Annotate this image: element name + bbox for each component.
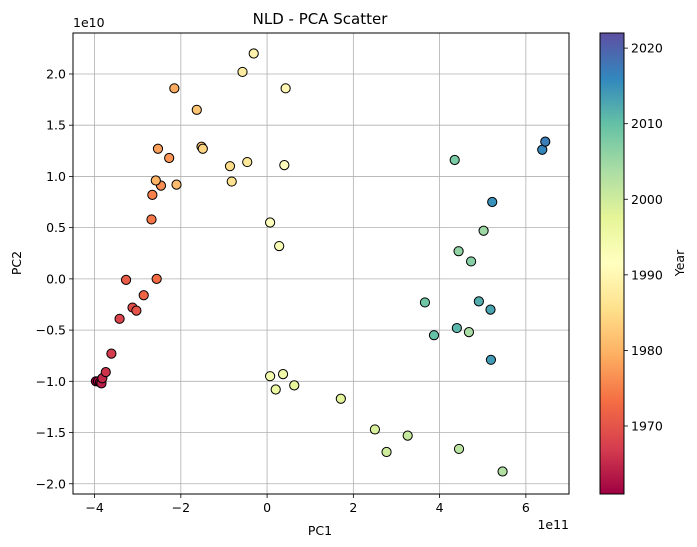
colorbar-tick-label: 1990: [631, 267, 663, 282]
colorbar-tick-label: 1970: [631, 418, 663, 433]
scatter-point: [237, 66, 248, 78]
scatter-point: [428, 330, 440, 341]
scatter-point: [485, 354, 497, 365]
scatter-point: [197, 143, 208, 154]
scatter-point: [147, 189, 158, 200]
scatter-point: [369, 424, 381, 435]
scatter-point: [485, 304, 496, 315]
scatter-point: [280, 83, 291, 94]
y-tick-label: 1.5: [46, 118, 66, 133]
scatter-point: [114, 313, 125, 324]
scatter-point: [497, 466, 508, 477]
y-tick-label: −0.5: [36, 323, 66, 338]
scatter-point: [152, 143, 164, 154]
scatter-point: [226, 176, 237, 187]
scatter-point: [171, 179, 182, 190]
scatter-point: [270, 384, 281, 395]
scatter-point: [191, 104, 202, 115]
plot-area-frame: [72, 32, 570, 495]
x-tick-label: 2: [349, 500, 357, 515]
y-axis-label: PC2: [9, 251, 24, 275]
colorbar-tick-label: 2010: [631, 116, 663, 131]
x-tick-label: −2: [172, 500, 190, 515]
scatter-point: [465, 256, 477, 267]
scatter-point: [335, 393, 346, 404]
scatter-point: [274, 240, 285, 252]
x-offset-label: 1e11: [537, 517, 569, 532]
y-tick-label: −1.0: [36, 374, 66, 389]
scatter-point: [138, 290, 149, 301]
scatter-point: [463, 327, 475, 338]
scatter-point: [151, 273, 162, 284]
x-axis-label: PC1: [308, 523, 332, 538]
scatter-point: [131, 305, 142, 316]
scatter-points: [90, 48, 551, 477]
chart-title: NLD - PCA Scatter: [253, 10, 389, 28]
colorbar: [599, 32, 625, 495]
colorbar-tick-label: 2020: [631, 41, 663, 56]
scatter-point: [381, 446, 392, 458]
y-offset-label: 1e10: [73, 15, 105, 30]
scatter-point: [242, 156, 253, 168]
y-tick-label: −1.5: [36, 425, 66, 440]
y-tick-label: 1.0: [46, 169, 66, 184]
scatter-point: [248, 48, 259, 59]
scatter-point: [277, 369, 289, 380]
scatter-point: [265, 371, 276, 382]
grid-lines: [73, 33, 569, 494]
x-axis-ticks: −4 −2 0 2 4 6: [85, 494, 530, 515]
colorbar-tick-label: 1980: [631, 343, 663, 358]
scatter-point: [402, 430, 413, 441]
scatter-point: [453, 443, 465, 455]
colorbar-label: Year: [672, 249, 687, 277]
y-tick-label: −2.0: [36, 476, 66, 491]
scatter-point: [478, 225, 489, 236]
scatter-point: [453, 246, 464, 257]
x-tick-label: 6: [522, 500, 530, 515]
scatter-point: [224, 161, 236, 172]
x-tick-label: 0: [263, 500, 271, 515]
scatter-point: [449, 154, 460, 166]
scatter-point: [169, 83, 180, 94]
y-axis-ticks: −2.0 −1.5 −1.0 −0.5 0.0 0.5 1.0 1.5 2.0: [36, 66, 73, 491]
scatter-point: [100, 366, 111, 378]
scatter-point: [451, 322, 462, 334]
scatter-point: [106, 348, 117, 359]
scatter-point: [150, 175, 161, 186]
scatter-point: [164, 152, 175, 164]
scatter-point: [279, 160, 290, 171]
scatter-point: [540, 136, 551, 147]
scatter-point: [146, 214, 157, 225]
y-tick-label: 2.0: [46, 66, 66, 81]
scatter-point: [289, 380, 300, 391]
colorbar-ticks: 1970 1980 1990 2000 2010 2020: [624, 41, 663, 433]
scatter-point: [419, 297, 431, 308]
y-tick-label: 0.0: [46, 271, 66, 286]
x-tick-label: −4: [85, 500, 103, 515]
x-tick-label: 4: [436, 500, 444, 515]
y-tick-label: 0.5: [46, 220, 66, 235]
colorbar-tick-label: 2000: [631, 192, 663, 207]
scatter-point: [487, 196, 498, 208]
scatter-point: [473, 296, 484, 307]
scatter-point: [265, 217, 276, 228]
scatter-point: [120, 274, 132, 285]
